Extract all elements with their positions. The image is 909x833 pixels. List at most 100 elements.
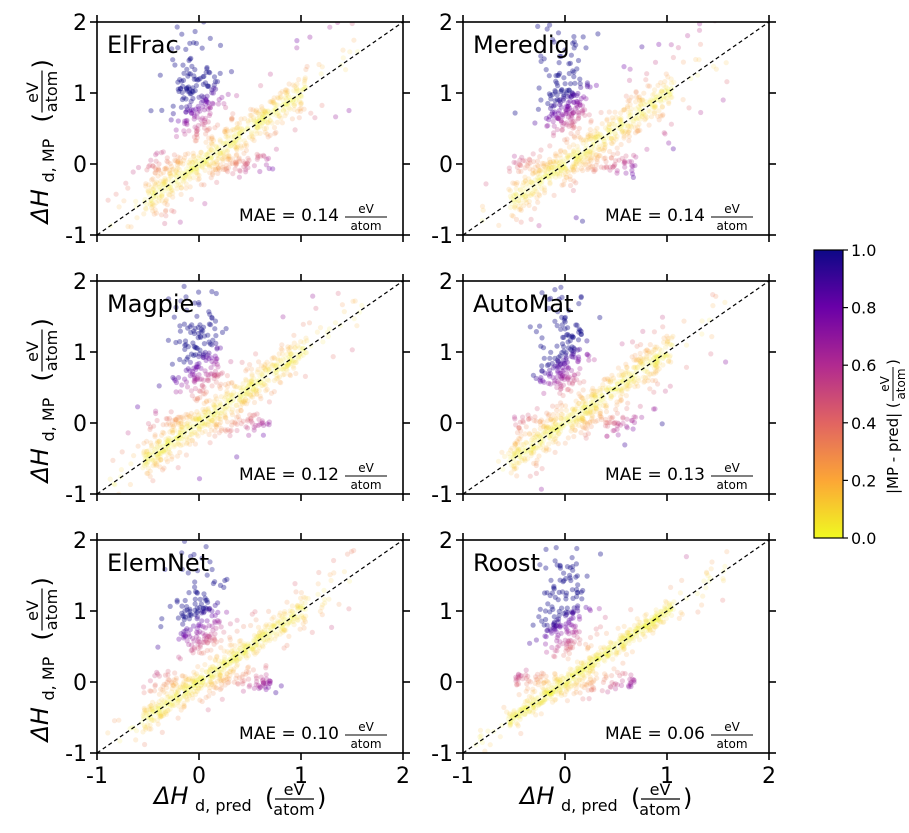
- scatter-point: [271, 100, 276, 105]
- scatter-point: [251, 637, 256, 642]
- scatter-point: [645, 83, 650, 88]
- scatter-point: [669, 42, 674, 47]
- scatter-point: [145, 188, 150, 193]
- scatter-point: [225, 169, 230, 174]
- scatter-point: [157, 439, 162, 444]
- scatter-point: [237, 675, 242, 680]
- scatter-point: [149, 443, 154, 448]
- scatter-point: [246, 433, 251, 438]
- scatter-point: [134, 215, 139, 220]
- scatter-point: [553, 73, 558, 78]
- scatter-point: [542, 356, 547, 361]
- y-tick-label: -1: [431, 483, 453, 508]
- scatter-point: [174, 127, 179, 132]
- scatter-point: [318, 325, 323, 330]
- scatter-point: [185, 384, 190, 389]
- scatter-point: [252, 400, 257, 405]
- y-tick-label: 0: [73, 153, 87, 178]
- scatter-point: [194, 314, 199, 319]
- scatter-point: [213, 658, 218, 663]
- scatter-point: [278, 95, 283, 100]
- scatter-point: [184, 452, 189, 457]
- scatter-point: [620, 421, 625, 426]
- scatter-point: [630, 418, 635, 423]
- scatter-point: [606, 128, 611, 133]
- scatter-point: [612, 421, 617, 426]
- scatter-point: [178, 421, 183, 426]
- scatter-point: [162, 700, 167, 705]
- scatter-point: [121, 198, 126, 203]
- scatter-point: [196, 361, 201, 366]
- scatter-point: [264, 360, 269, 365]
- scatter-point: [619, 397, 624, 402]
- scatter-point: [212, 373, 217, 378]
- scatter-point: [108, 477, 113, 482]
- scatter-point: [534, 471, 539, 476]
- scatter-point: [141, 450, 146, 455]
- scatter-point: [544, 124, 549, 129]
- panel-elfrac: -1012ElFracMAE = 0.14 eVatom: [65, 0, 410, 262]
- scatter-point: [245, 156, 250, 161]
- scatter-point: [123, 181, 128, 186]
- scatter-point: [235, 409, 240, 414]
- scatter-point: [353, 298, 358, 303]
- scatter-point: [219, 394, 224, 399]
- scatter-point: [527, 157, 532, 162]
- scatter-point: [195, 664, 200, 669]
- scatter-point: [661, 83, 666, 88]
- scatter-point: [191, 638, 196, 643]
- scatter-point: [305, 64, 310, 69]
- scatter-point: [553, 450, 558, 455]
- scatter-point: [229, 381, 234, 386]
- scatter-point: [329, 578, 334, 583]
- scatter-point: [561, 368, 566, 373]
- mae-annotation: MAE = 0.13 eVatom: [605, 461, 753, 492]
- scatter-point: [602, 146, 607, 151]
- scatter-point: [585, 422, 590, 427]
- scatter-point: [177, 357, 182, 362]
- scatter-point: [531, 461, 536, 466]
- scatter-point: [483, 181, 488, 186]
- scatter-point: [652, 109, 657, 114]
- scatter-point: [695, 609, 700, 614]
- scatter-point: [228, 161, 233, 166]
- scatter-point: [615, 151, 620, 156]
- scatter-point: [643, 349, 648, 354]
- scatter-point: [541, 345, 546, 350]
- scatter-point: [568, 81, 573, 86]
- scatter-point: [319, 71, 324, 76]
- scatter-point: [580, 219, 585, 224]
- scatter-point: [106, 198, 111, 203]
- scatter-point: [210, 682, 215, 687]
- scatter-point: [219, 624, 224, 629]
- panel-elemnet: -1-1001122ElemNetMAE = 0.10 eVatom: [65, 529, 410, 789]
- scatter-point: [620, 129, 625, 134]
- scatter-point: [202, 662, 207, 667]
- scatter-point: [570, 68, 575, 73]
- mae-value: MAE = 0.14: [239, 206, 339, 226]
- scatter-point: [273, 690, 278, 695]
- scatter-point: [254, 131, 259, 136]
- scatter-point: [204, 358, 209, 363]
- scatter-point: [200, 699, 205, 704]
- scatter-point: [177, 323, 182, 328]
- scatter-point: [223, 429, 228, 434]
- scatter-point: [551, 418, 556, 423]
- scatter-point: [555, 404, 560, 409]
- scatter-point: [181, 128, 186, 133]
- scatter-point: [570, 380, 575, 385]
- scatter-point: [575, 403, 580, 408]
- scatter-point: [315, 330, 320, 335]
- scatter-point: [546, 433, 551, 438]
- scatter-point: [303, 374, 308, 379]
- scatter-point: [641, 375, 646, 380]
- scatter-point: [228, 643, 233, 648]
- scatter-point: [576, 357, 581, 362]
- scatter-point: [660, 104, 665, 109]
- scatter-point: [660, 315, 665, 320]
- scatter-point: [343, 67, 348, 72]
- scatter-point: [213, 359, 218, 364]
- scatter-point: [540, 466, 545, 471]
- scatter-point: [165, 459, 170, 464]
- scatter-point: [160, 730, 165, 735]
